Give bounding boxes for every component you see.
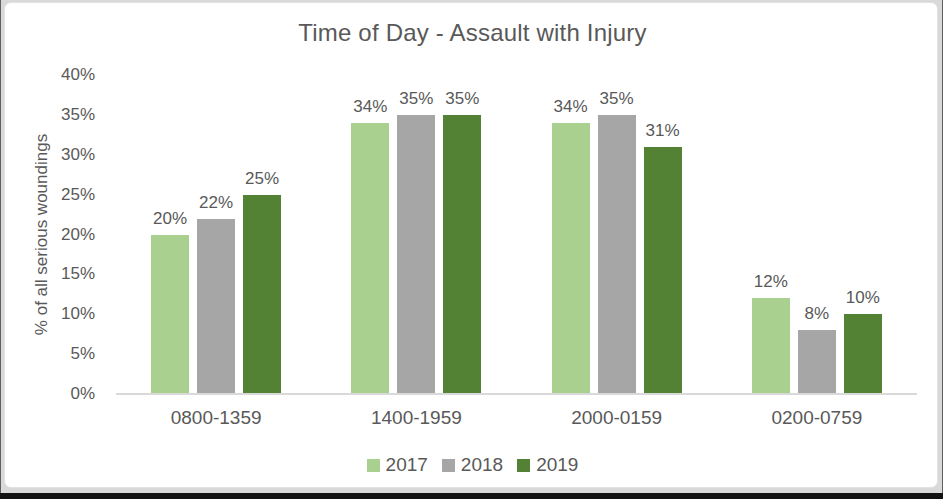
bar-2017-1400-1959 [351, 123, 389, 394]
legend-item-2018: 2018 [442, 452, 503, 478]
chart-title: Time of Day - Assault with Injury [1, 18, 943, 48]
bar-2019-0200-0759 [844, 314, 882, 394]
legend-item-2017: 2017 [367, 452, 428, 478]
bar-2019-2000-0159 [644, 147, 682, 394]
bar-chart: Time of Day - Assault with Injury % of a… [1, 0, 943, 499]
y-tick-label: 20% [1, 224, 95, 246]
bar-2018-0800-1359 [197, 219, 235, 394]
y-tick-label: 25% [1, 184, 95, 206]
legend-swatch-icon [517, 459, 530, 472]
bar-2019-0800-1359 [243, 195, 281, 394]
x-axis-label-2000-0159: 2000-0159 [527, 406, 707, 430]
legend: 2017 2018 2019 [1, 452, 943, 478]
legend-label: 2018 [461, 452, 503, 478]
y-tick-label: 5% [1, 343, 95, 365]
y-tick-label: 35% [1, 104, 95, 126]
y-tick-label: 0% [1, 383, 95, 405]
bottom-border-bar [0, 493, 943, 499]
bar-2017-0800-1359 [151, 235, 189, 395]
plot-area: 20%22%25%34%35%35%34%35%31%12%8%10% [116, 75, 917, 394]
data-label: 35% [427, 88, 497, 110]
legend-swatch-icon [442, 459, 455, 472]
y-axis-tick-labels: 0%5%10%15%20%25%30%35%40% [1, 75, 95, 394]
bar-2019-1400-1959 [443, 115, 481, 394]
bar-2018-1400-1959 [397, 115, 435, 394]
data-label: 22% [181, 192, 251, 214]
y-tick-label: 10% [1, 303, 95, 325]
screenshot-frame: Time of Day - Assault with Injury % of a… [0, 0, 943, 499]
x-axis-category-labels: 0800-1359 1400-1959 2000-0159 0200-0759 [116, 406, 917, 430]
bar-2018-2000-0159 [598, 115, 636, 394]
x-axis-label-0200-0759: 0200-0759 [727, 406, 907, 430]
data-label: 25% [227, 168, 297, 190]
data-label: 35% [582, 88, 652, 110]
data-label: 31% [628, 120, 698, 142]
legend-label: 2017 [386, 452, 428, 478]
data-label: 10% [828, 287, 898, 309]
legend-swatch-icon [367, 459, 380, 472]
y-tick-label: 15% [1, 263, 95, 285]
data-label: 12% [736, 271, 806, 293]
x-axis-label-1400-1959: 1400-1959 [326, 406, 506, 430]
legend-item-2019: 2019 [517, 452, 578, 478]
bar-2017-2000-0159 [552, 123, 590, 394]
x-axis-label-0800-1359: 0800-1359 [126, 406, 306, 430]
y-tick-label: 30% [1, 144, 95, 166]
y-tick-label: 40% [1, 64, 95, 86]
legend-label: 2019 [536, 452, 578, 478]
x-axis-line [116, 393, 917, 395]
bar-2018-0200-0759 [798, 330, 836, 394]
